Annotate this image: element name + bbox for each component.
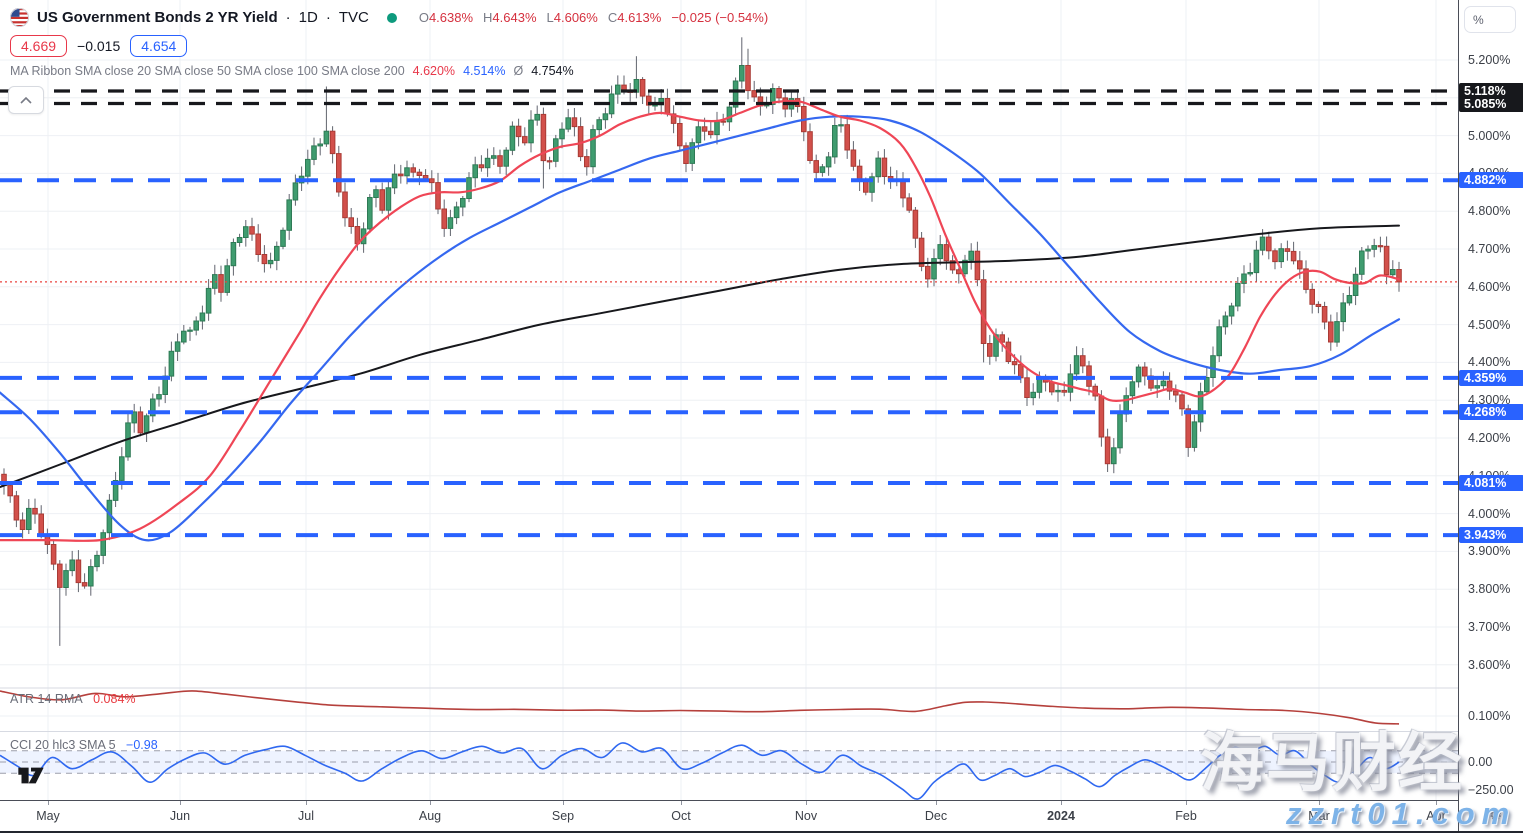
atr-label: ATR 14 RMA — [10, 692, 83, 706]
level-price-label: 5.118% — [1459, 83, 1523, 99]
price-tick-label: 4.400% — [1468, 355, 1511, 370]
month-label: Jun — [169, 809, 191, 823]
collapse-lines-button[interactable] — [8, 86, 44, 114]
window-bottom-edge — [0, 831, 1523, 833]
high-value: 4.643% — [492, 10, 537, 25]
market-status-dot[interactable] — [386, 12, 397, 23]
month-label: Aug — [418, 809, 442, 823]
interval-label[interactable]: 1D — [298, 9, 318, 26]
level-price-label: 4.081% — [1459, 475, 1523, 491]
chart-header: US Government Bonds 2 YR Yield · 1D · TV… — [10, 8, 768, 78]
ma-value-blue: 4.514% — [463, 64, 506, 78]
month-tick — [681, 801, 682, 805]
atr-axis-label: 0.100% — [1468, 709, 1511, 723]
price-tick-label: 4.200% — [1468, 431, 1511, 445]
ma-value-red: 4.620% — [412, 64, 456, 78]
percent-label: % — [1473, 12, 1484, 27]
month-tick — [1061, 801, 1062, 805]
ma-avg-symbol: Ø — [513, 64, 524, 78]
cci-axis-label: −250.00 — [1468, 783, 1514, 797]
cci-legend[interactable]: CCI 20 hlc3 SMA 5 −0.98 — [10, 738, 158, 752]
month-label: Jul — [298, 809, 314, 823]
month-tick — [936, 801, 937, 805]
level-price-label: 5.085% — [1459, 95, 1523, 112]
title-separator-2: · — [325, 9, 331, 26]
level-price-label: 4.268% — [1459, 404, 1523, 421]
month-label: Sep — [551, 809, 575, 823]
us-flag-icon — [10, 8, 29, 27]
low-value: 4.606% — [553, 10, 598, 25]
level-price-label: 3.943% — [1459, 527, 1523, 544]
price-tick-label: 4.000% — [1468, 506, 1511, 521]
cci-label: CCI 20 hlc3 SMA 5 — [10, 738, 116, 752]
price-tick-label: 4.300% — [1468, 393, 1511, 408]
month-label: Oct — [671, 809, 691, 823]
cci-axis-label: 0.00 — [1468, 755, 1493, 769]
month-label: Nov — [794, 809, 818, 823]
month-label: Feb — [1175, 809, 1197, 823]
price-tick-label: 4.800% — [1468, 204, 1511, 219]
price-tick-label: 3.900% — [1468, 544, 1511, 559]
change-value: −0.025 (−0.54%) — [671, 10, 769, 25]
price-tick-label: 3.600% — [1468, 657, 1511, 672]
ohlc-values: O4.638% H4.643% L4.606% C4.613% −0.025 (… — [418, 10, 769, 25]
price-tick-label: 5.000% — [1468, 128, 1511, 143]
price-tick-label: 3.700% — [1468, 620, 1511, 634]
month-label: 2024 — [1047, 809, 1075, 823]
time-axis[interactable]: May Jun Jul Aug Sep Oct Nov Dec 2024 Feb Mar Apr — [0, 800, 1458, 833]
month-tick — [1436, 801, 1437, 805]
atr-legend[interactable]: ATR 14 RMA 0.084% — [10, 692, 136, 706]
month-label: Apr — [1426, 809, 1446, 823]
candlestick-series — [1, 37, 1402, 646]
price-tick-label: 4.600% — [1468, 279, 1511, 294]
open-value: 4.638% — [428, 10, 474, 25]
month-label: May — [36, 809, 60, 823]
month-tick — [563, 801, 564, 805]
month-tick — [1319, 801, 1320, 805]
price-tick-label: 4.500% — [1468, 317, 1511, 332]
ask-price-box[interactable]: 4.669 — [10, 35, 68, 57]
price-axis[interactable]: % 5.200%5.000%4.900%4.800%4.700%4.600%4.… — [1458, 0, 1523, 833]
price-unit-button[interactable]: % — [1464, 6, 1516, 33]
chart-plot-area[interactable]: US Government Bonds 2 YR Yield · 1D · TV… — [0, 0, 1462, 800]
price-tick-label: 4.700% — [1468, 242, 1511, 256]
ma-ribbon-label: MA Ribbon SMA close 20 SMA close 50 SMA … — [10, 64, 405, 78]
bid-price-box[interactable]: 4.654 — [130, 35, 188, 57]
spread-value: −0.015 — [77, 38, 121, 54]
month-tick — [306, 801, 307, 805]
tradingview-logo[interactable] — [16, 766, 46, 790]
month-label: Dec — [924, 809, 948, 823]
price-tick-label: 5.200% — [1468, 53, 1511, 67]
chart-svg[interactable] — [0, 0, 1458, 800]
month-tick — [806, 801, 807, 805]
month-tick — [1186, 801, 1187, 805]
month-tick — [180, 801, 181, 805]
month-tick — [48, 801, 49, 805]
symbol-title[interactable]: US Government Bonds 2 YR Yield — [37, 9, 278, 26]
level-price-label: 4.882% — [1459, 172, 1523, 189]
gear-icon[interactable]: ⚙ — [1489, 807, 1503, 824]
cci-value: −0.98 — [126, 738, 158, 752]
price-tick-label: 3.800% — [1468, 582, 1511, 597]
month-label: Mar — [1308, 809, 1330, 823]
month-tick — [430, 801, 431, 805]
ma-value-avg: 4.754% — [531, 64, 574, 78]
ma-ribbon-legend[interactable]: MA Ribbon SMA close 20 SMA close 50 SMA … — [10, 64, 768, 78]
exchange-label: TVC — [338, 9, 369, 26]
main-chart-canvas[interactable] — [0, 0, 1458, 800]
chevron-up-icon — [20, 96, 32, 104]
title-separator: · — [285, 9, 291, 26]
close-value: 4.613% — [617, 10, 662, 25]
atr-value: 0.084% — [93, 692, 136, 706]
level-price-label: 4.359% — [1459, 369, 1523, 386]
